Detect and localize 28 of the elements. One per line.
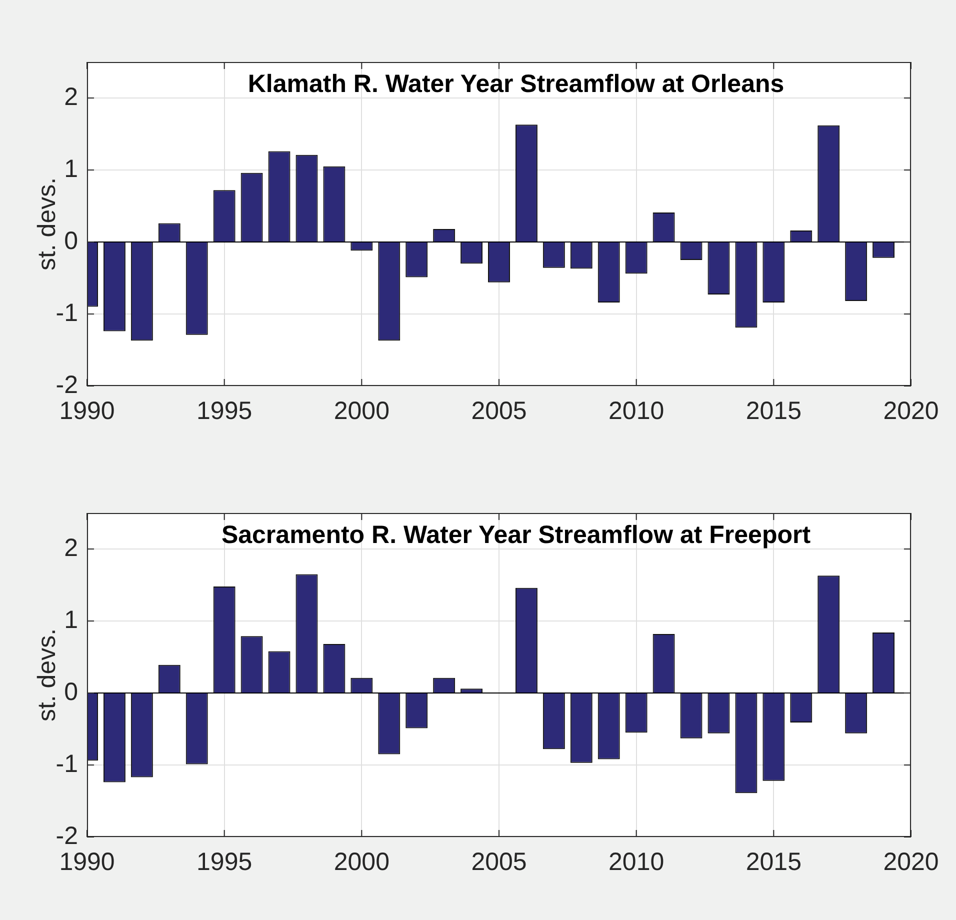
y-tick-label: -2 <box>56 370 78 399</box>
x-tick-label: 1990 <box>59 848 115 876</box>
x-tick-label: 1995 <box>196 848 252 876</box>
y-tick-label: -1 <box>56 750 78 778</box>
y-tick-label: 1 <box>64 606 78 634</box>
x-tick-label: 2010 <box>608 848 664 876</box>
x-tick-label: 2005 <box>471 848 527 876</box>
x-tick-label: 2020 <box>883 396 939 425</box>
y-tick-label: 0 <box>64 226 78 255</box>
x-tick-label: 2015 <box>746 848 802 876</box>
y-tick-label: 2 <box>64 534 78 562</box>
x-tick-label: 1990 <box>59 396 115 425</box>
x-tick-label: 2005 <box>471 396 527 425</box>
y-axis-title: st. devs. <box>32 628 61 722</box>
x-tick-label: 2015 <box>746 396 802 425</box>
y-axis-title: st. devs. <box>32 177 61 271</box>
x-tick-label: 2000 <box>334 396 390 425</box>
chart-title: Sacramento R. Water Year Streamflow at Freeport <box>221 520 812 549</box>
x-tick-label: 1995 <box>196 396 252 425</box>
y-tick-label: 0 <box>64 678 78 706</box>
chart-title: Klamath R. Water Year Streamflow at Orleans <box>248 70 784 98</box>
x-tick-label: 2000 <box>334 848 390 876</box>
x-tick-label: 2020 <box>883 848 939 876</box>
y-tick-label: -1 <box>56 298 78 327</box>
x-tick-label: 2010 <box>608 396 664 425</box>
y-tick-label: -2 <box>56 822 78 850</box>
y-tick-label: 2 <box>64 82 78 111</box>
y-tick-label: 1 <box>64 154 78 183</box>
